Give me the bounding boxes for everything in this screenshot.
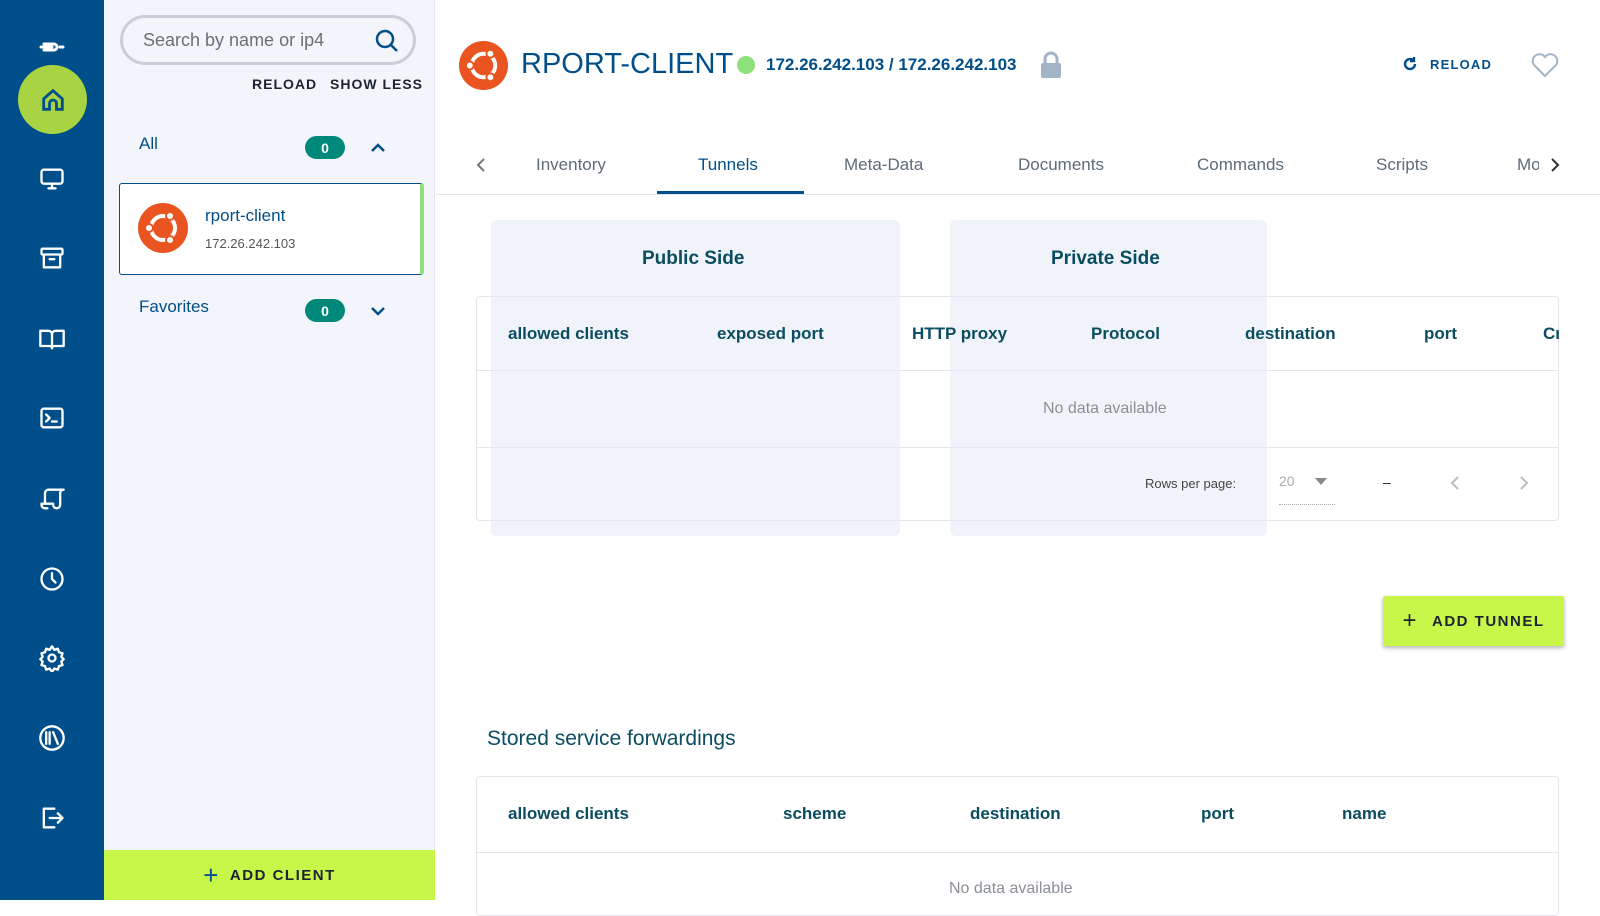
chevron-down-icon[interactable] bbox=[369, 302, 387, 320]
client-name: rport-client bbox=[205, 206, 286, 225]
reload-label: RELOAD bbox=[1430, 56, 1493, 72]
rows-per-page-label: Rows per page: bbox=[1145, 476, 1237, 491]
plus-icon: + bbox=[1402, 607, 1418, 634]
all-count-badge: 0 bbox=[305, 136, 345, 159]
ubuntu-icon bbox=[459, 41, 508, 90]
search-field[interactable] bbox=[120, 15, 416, 65]
library-icon[interactable] bbox=[37, 723, 67, 753]
col-name[interactable]: name bbox=[1342, 804, 1387, 823]
col-scheme[interactable]: scheme bbox=[783, 804, 847, 823]
next-page-icon[interactable] bbox=[1517, 474, 1531, 492]
stored-forwardings-title: Stored service forwardings bbox=[487, 727, 736, 750]
add-client-button[interactable]: + ADD CLIENT bbox=[104, 850, 435, 900]
col-allowed-clients[interactable]: allowed clients bbox=[508, 804, 629, 823]
client-ip: 172.26.242.103 bbox=[205, 236, 296, 251]
terminal-icon[interactable] bbox=[37, 403, 67, 433]
public-side-header: Public Side bbox=[642, 248, 745, 269]
plus-icon: + bbox=[203, 859, 220, 890]
no-data-message: No data available bbox=[949, 880, 1073, 897]
rows-per-page-select[interactable]: 20 bbox=[1279, 473, 1335, 505]
archive-icon[interactable] bbox=[37, 243, 67, 273]
lock-icon bbox=[1041, 51, 1061, 78]
group-favorites-label[interactable]: Favorites bbox=[139, 297, 209, 316]
dropdown-arrow-icon bbox=[1315, 478, 1327, 491]
client-ips: 172.26.242.103 / 172.26.242.103 bbox=[766, 55, 1017, 74]
no-data-message: No data available bbox=[1043, 400, 1167, 417]
show-less-button[interactable]: SHOW LESS bbox=[330, 76, 424, 92]
add-client-label: ADD CLIENT bbox=[229, 866, 336, 884]
monitor-icon[interactable] bbox=[37, 164, 67, 194]
heart-icon[interactable] bbox=[1531, 52, 1559, 78]
logo-icon[interactable] bbox=[37, 32, 67, 62]
client-list-panel: RELOAD SHOW LESS All 0 rport-client 172.… bbox=[104, 0, 435, 900]
tabs-divider bbox=[436, 194, 1600, 195]
tabs-prev-icon[interactable] bbox=[474, 156, 488, 174]
col-destination[interactable]: destination bbox=[1245, 324, 1336, 343]
favorites-count-badge: 0 bbox=[305, 299, 345, 322]
ubuntu-icon bbox=[138, 203, 188, 253]
search-icon[interactable] bbox=[375, 29, 399, 53]
page-range: – bbox=[1383, 474, 1391, 490]
gear-icon[interactable] bbox=[37, 643, 67, 673]
col-destination[interactable]: destination bbox=[970, 804, 1061, 823]
col-protocol[interactable]: Protocol bbox=[1091, 324, 1160, 343]
chevron-up-icon[interactable] bbox=[369, 139, 387, 157]
add-tunnel-button[interactable]: + ADD TUNNEL bbox=[1383, 596, 1564, 646]
col-exposed-port[interactable]: exposed port bbox=[717, 324, 824, 343]
tab-meta-data[interactable]: Meta-Data bbox=[844, 155, 924, 174]
client-card[interactable]: rport-client 172.26.242.103 bbox=[119, 183, 424, 275]
reload-button[interactable]: RELOAD bbox=[1402, 56, 1492, 72]
tab-commands[interactable]: Commands bbox=[1197, 155, 1284, 174]
public-side-group bbox=[491, 220, 900, 536]
home-icon[interactable] bbox=[18, 65, 87, 134]
tab-more[interactable]: Mo bbox=[1517, 155, 1539, 174]
tab-scripts[interactable]: Scripts bbox=[1376, 155, 1428, 174]
reload-icon bbox=[1403, 57, 1417, 71]
col-created[interactable]: Cr bbox=[1543, 324, 1559, 343]
col-http-proxy[interactable]: HTTP proxy bbox=[912, 324, 1008, 343]
col-port[interactable]: port bbox=[1201, 804, 1235, 823]
status-online-icon bbox=[737, 56, 755, 74]
rows-per-page-value: 20 bbox=[1279, 473, 1295, 489]
prev-page-icon[interactable] bbox=[1448, 474, 1462, 492]
col-port[interactable]: port bbox=[1424, 324, 1458, 343]
active-tab-indicator bbox=[657, 191, 804, 194]
tab-documents[interactable]: Documents bbox=[1018, 155, 1104, 174]
tab-inventory[interactable]: Inventory bbox=[536, 155, 606, 174]
group-all-label[interactable]: All bbox=[139, 134, 158, 153]
add-tunnel-label: ADD TUNNEL bbox=[1432, 612, 1545, 630]
book-icon[interactable] bbox=[37, 324, 67, 354]
reload-list-button[interactable]: RELOAD bbox=[252, 76, 318, 92]
clock-icon[interactable] bbox=[37, 564, 67, 594]
search-input[interactable] bbox=[143, 29, 363, 51]
logout-icon[interactable] bbox=[37, 803, 67, 833]
private-side-group bbox=[950, 220, 1267, 536]
private-side-header: Private Side bbox=[1051, 248, 1160, 269]
page-title: RPORT-CLIENT bbox=[521, 48, 734, 80]
nav-rail bbox=[0, 0, 104, 900]
tabs-next-icon[interactable] bbox=[1548, 156, 1562, 174]
col-allowed-clients[interactable]: allowed clients bbox=[508, 324, 629, 343]
tab-tunnels[interactable]: Tunnels bbox=[698, 155, 758, 174]
script-icon[interactable] bbox=[37, 484, 67, 514]
